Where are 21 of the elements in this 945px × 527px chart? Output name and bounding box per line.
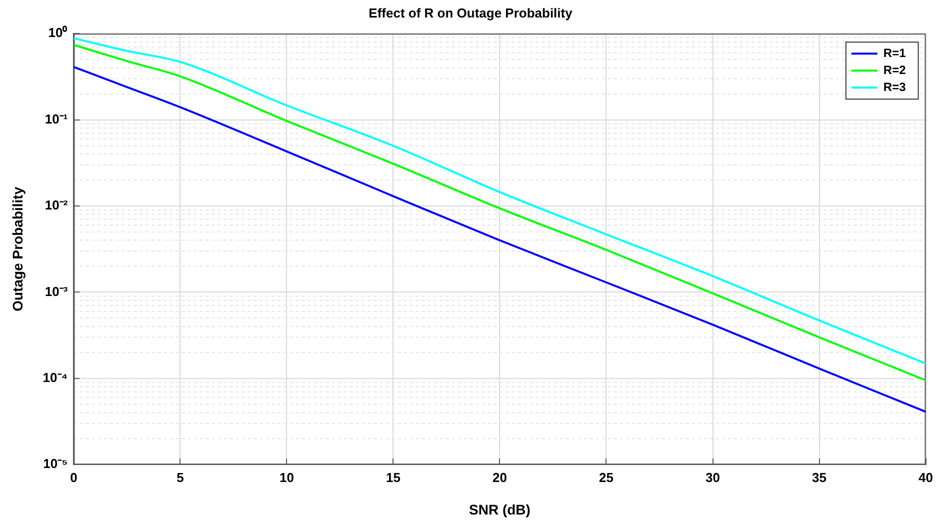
legend-label: R=3 [883, 80, 906, 94]
x-tick-label: 20 [492, 470, 507, 485]
y-tick-label: 10⁻³ [44, 284, 68, 299]
y-tick-label: 10⁻² [44, 198, 68, 213]
x-tick-label: 10 [279, 470, 294, 485]
x-tick-label: 25 [599, 470, 614, 485]
x-tick-label: 5 [176, 470, 184, 485]
x-axis-title: SNR (dB) [469, 501, 530, 518]
legend-label: R=2 [883, 62, 906, 77]
x-tick-label: 40 [918, 470, 934, 485]
y-tick-label: 10⁻⁵ [43, 456, 68, 472]
y-tick-label: 10⁰ [48, 25, 68, 40]
x-tick-label: 0 [70, 470, 78, 485]
x-tick-label: 35 [812, 470, 826, 485]
y-tick-label: 10⁻⁴ [42, 370, 68, 385]
chart-title: Effect of R on Outage Probability [368, 5, 574, 20]
x-tick-label: 30 [706, 470, 720, 485]
y-tick-label: 10⁻¹ [44, 111, 68, 126]
legend-label: R=1 [883, 46, 906, 60]
x-tick-label: 15 [386, 470, 400, 485]
y-axis-title: Outage Probability [9, 186, 26, 312]
